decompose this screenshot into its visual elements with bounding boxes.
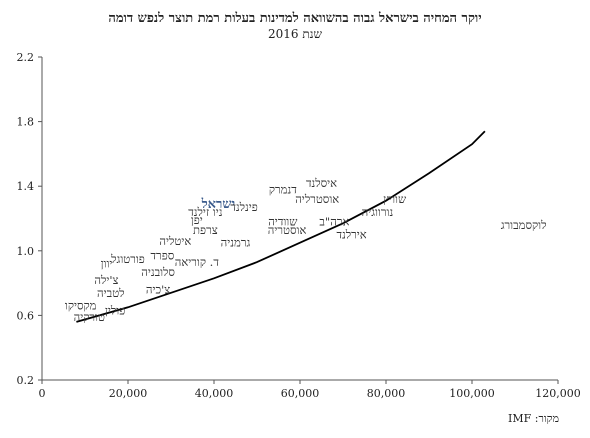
data-point-label: שוודיה	[268, 215, 298, 229]
x-tick-label: 80,000	[367, 387, 406, 400]
x-tick-label: 60,000	[281, 387, 320, 400]
data-point-label: אירלנד	[336, 228, 366, 242]
trendline-group	[76, 130, 486, 323]
y-tick-label: 1.0	[17, 245, 35, 258]
data-point-label: צ'כיה	[146, 283, 170, 297]
y-tick-label: 1.8	[17, 116, 35, 129]
source-note: מקור: IMF	[508, 412, 560, 425]
data-point-label: ספרד	[151, 249, 175, 263]
country-labels: שוויץ איסלנד דנמרק ישראל אוסטרליה פינלנד ניו ז…	[65, 176, 547, 324]
y-tick-label: 0.6	[17, 309, 35, 322]
data-point-label: מקסיקו	[65, 299, 97, 313]
chart-axes: 0.2 0.6 1.0 1.4 1.8 2.2 0 20,000 40,000 60,000 80,…	[17, 51, 581, 400]
data-point-label: פינלנד	[230, 200, 257, 214]
data-point-label: דנמרק	[269, 182, 297, 196]
data-point-label-israel: ישראל	[201, 197, 235, 212]
data-point-label: איטליה	[159, 234, 191, 248]
x-tick-label: 20,000	[109, 387, 148, 400]
x-tick-label: 100,000	[449, 387, 495, 400]
data-point-label: טורקיה	[74, 310, 105, 324]
data-point-label: ד. קוריאה	[175, 255, 219, 269]
x-tick-label: 120,000	[535, 387, 581, 400]
x-tick-label: 40,000	[195, 387, 234, 400]
x-tick-label: 0	[39, 387, 46, 400]
data-point-label: פורטוגל	[110, 252, 145, 266]
data-point-label: פולין	[105, 304, 125, 318]
y-tick-label: 1.4	[17, 180, 35, 193]
data-point-label: צרפת	[193, 223, 218, 237]
data-point-label: אוסטריה	[268, 223, 307, 237]
data-point-label: נורווגיה	[362, 205, 394, 219]
data-point-label: ארה"ב	[319, 215, 349, 229]
data-point-label: אוסטרליה	[295, 192, 339, 206]
data-point-label: סלובניה	[141, 265, 175, 279]
data-point-label: לוקסמבורג	[501, 218, 547, 232]
chart-title: יוקר המחיה בישראל גבוה בהשוואה למדינות ב…	[108, 11, 482, 26]
chart-subtitle: שנת 2016	[267, 27, 323, 41]
data-point-label: יפן	[191, 213, 203, 227]
data-point-label: שוויץ	[383, 192, 407, 206]
data-point-label: גרמניה	[221, 236, 251, 250]
y-tick-label: 0.2	[17, 374, 35, 387]
data-point-label: איסלנד	[306, 176, 337, 190]
data-point-label: לטביה	[97, 286, 125, 300]
data-point-label: ניו זילנד	[188, 205, 222, 219]
data-point-label: יוון	[101, 257, 113, 271]
trendline	[76, 130, 486, 323]
y-tick-label: 2.2	[17, 51, 35, 64]
data-point-label: צ'ילה	[94, 273, 118, 287]
